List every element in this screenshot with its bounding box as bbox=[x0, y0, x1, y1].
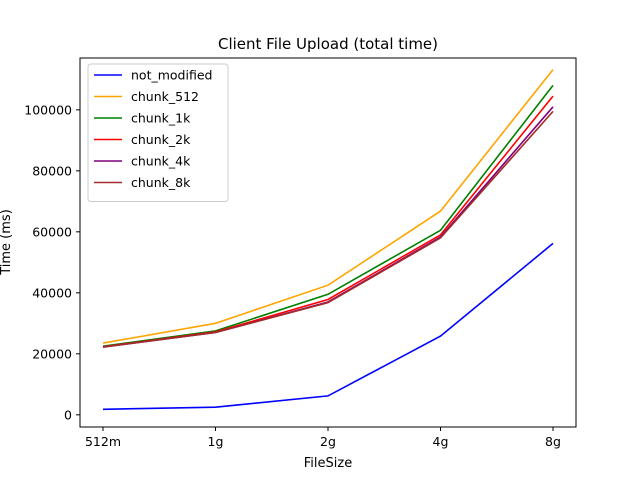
series-line-not_modified bbox=[102, 242, 554, 411]
y-axis: 0 20000 40000 60000 80000 100000 bbox=[24, 102, 80, 422]
legend-label-chunk_8k: chunk_8k bbox=[131, 175, 191, 190]
series-line-chunk_1k bbox=[102, 84, 554, 347]
y-tick-label: 60000 bbox=[32, 224, 72, 239]
y-axis-label: Time (ms) bbox=[0, 209, 14, 276]
legend-label-chunk_512: chunk_512 bbox=[131, 89, 199, 104]
x-tick-label: 4g bbox=[433, 434, 449, 449]
legend-label-chunk_4k: chunk_4k bbox=[131, 154, 191, 169]
legend-box bbox=[87, 63, 229, 202]
legend-label-not_modified: not_modified bbox=[131, 68, 212, 83]
y-tick-label: 100000 bbox=[24, 102, 72, 117]
x-tick-label: 512m bbox=[85, 434, 121, 449]
y-tick-label: 20000 bbox=[32, 346, 72, 361]
y-tick-label: 80000 bbox=[32, 163, 72, 178]
y-tick-label: 0 bbox=[64, 407, 72, 422]
y-tick-label: 40000 bbox=[32, 285, 72, 300]
x-tick-label: 2g bbox=[320, 434, 336, 449]
x-tick-label: 1g bbox=[208, 434, 224, 449]
series-lines bbox=[102, 69, 554, 411]
x-axis-label: FileSize bbox=[304, 456, 352, 471]
legend: not_modified chunk_512 chunk_1k chunk_2kchu… bbox=[87, 63, 229, 202]
chart-title: Client File Upload (total time) bbox=[218, 35, 438, 53]
series-line-chunk_8k bbox=[102, 110, 554, 348]
x-tick-label: 8g bbox=[545, 434, 561, 449]
legend-label-chunk_2k: chunk_2k bbox=[131, 132, 191, 147]
legend-label-chunk_1k: chunk_1k bbox=[131, 111, 191, 126]
x-axis: 512m 1g 2g 4g 8g bbox=[85, 427, 561, 449]
series-line-chunk_512 bbox=[102, 69, 554, 344]
